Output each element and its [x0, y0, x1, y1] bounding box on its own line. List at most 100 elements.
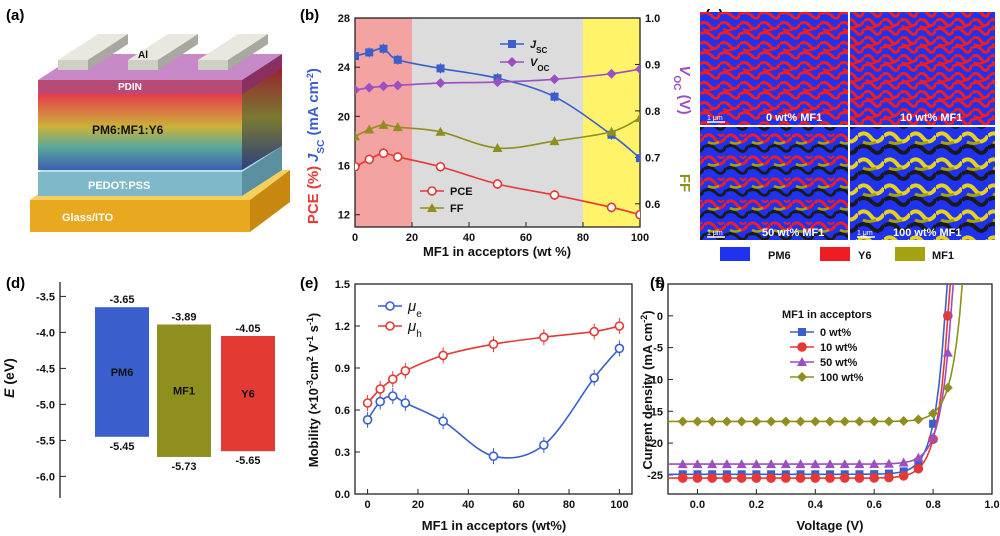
panel-b-point-1-3 [392, 80, 403, 91]
panel-e-point-1-8 [614, 321, 625, 331]
panel-d-bars: -3.65 -5.45 PM6 -3.89 -5.73 MF1 -4.05 -5.65 Y6 [95, 294, 275, 473]
panel-e-point-0-5 [488, 451, 499, 462]
panel-f-point-1-5 [707, 473, 717, 483]
panel-b-point-1-1 [364, 82, 375, 93]
panel-f-point-2-50 [839, 459, 850, 469]
afm-tile-label-50: 50 wt% MF1 [762, 227, 824, 239]
panel-f-point-1-45 [825, 473, 835, 483]
panel-e-point-1-0 [362, 398, 373, 408]
panel-d-ytick-label-4: -5.5 [36, 435, 55, 447]
panel-f-curve-0 [668, 284, 949, 476]
panel-b-ytick-left-label-2: 20 [338, 111, 350, 123]
panel-f-ytick-label-5: -20 [647, 438, 663, 450]
panel-b-point-0-1 [365, 48, 374, 57]
panel-b-legend-bottom: PCE FF [420, 186, 473, 215]
panel-d-ytick-label-1: -4.0 [36, 327, 55, 339]
panel-b-point-2-5 [492, 179, 503, 189]
panel-f-point-2-5 [707, 459, 718, 469]
panel-f-point-2-85 [942, 347, 953, 357]
layer-al: Al [138, 50, 148, 61]
panel-e-xtick-label-0: 0 [365, 499, 371, 511]
energy-homo-label-Y6: -5.65 [235, 455, 260, 467]
panel-b-xlabel: MF1 in acceptors (wt %) [423, 244, 571, 259]
energy-bar-PM6 [95, 307, 149, 437]
panel-e-xtick-label-2: 40 [462, 499, 474, 511]
panel-b-point-1-4 [435, 78, 446, 89]
panel-b-ytick-right-label-0: 0.6 [645, 199, 660, 211]
panel-f-point-3-55 [854, 416, 865, 427]
panel-b-xtick-label-0: 0 [352, 232, 358, 244]
panel-f-point-1-40 [810, 473, 821, 483]
panel-f-point-2-20 [751, 459, 762, 469]
layer-pdin: PDIN [118, 82, 142, 93]
energy-lumo-label-Y6: -4.05 [235, 323, 260, 335]
panel-f-point-3-80 [928, 408, 939, 419]
panel-e-ytick-label-1: 0.3 [335, 447, 350, 459]
panel-f-point-0-80 [929, 419, 938, 428]
panel-c: (c) 0 wt% MF1 10 wt% MF1 50 wt% MF1 100 … [700, 7, 995, 262]
panel-f-point-3-60 [869, 416, 880, 427]
panel-e-point-0-6 [539, 440, 549, 450]
panel-a-label: (a) [6, 7, 24, 24]
legend-voc: VOC [530, 57, 550, 73]
panel-e-point-1-5 [488, 339, 499, 350]
panel-b-point-1-7 [606, 68, 617, 79]
panel-f-point-3-20 [751, 416, 762, 427]
afm-tile-label-0: 0 wt% MF1 [766, 112, 822, 124]
panel-e-ylabel: Mobility (×10-3cm2 V-1 s-1) [305, 313, 321, 467]
panel-e: (e) 0 20 40 60 80 100 0.0 0.3 0.6 0.9 1.2 1.5 MF1 i… [300, 275, 633, 533]
layer-glass-ito: Glass/ITO [62, 212, 114, 224]
panel-b-ylabel-voc: VOC (V) [672, 65, 694, 114]
panel-e-point-1-1 [375, 384, 385, 394]
panel-b-point-3-5 [492, 143, 503, 153]
panel-b-point-3-0 [355, 131, 360, 141]
panel-e-xtick-label-1: 20 [412, 499, 424, 511]
energy-bar-name-Y6: Y6 [241, 389, 254, 401]
panel-b-label: (b) [300, 7, 319, 24]
panel-b-ytick-right-label-2: 0.8 [645, 106, 660, 118]
panel-f-point-2-60 [869, 459, 880, 469]
panel-f-curve-1 [668, 284, 952, 479]
panel-e-ytick-label-3: 0.9 [335, 363, 350, 375]
panel-f-ytick-label-2: -5 [653, 343, 663, 355]
panel-b-point-1-0 [355, 84, 360, 95]
panel-f-point-1-55 [854, 473, 865, 483]
panel-f-curve-3 [668, 284, 964, 423]
panel-f-point-2-35 [795, 459, 806, 469]
afm-legend-pm6-swatch [720, 247, 750, 261]
panel-f-xlabel: Voltage (V) [797, 518, 864, 533]
active-side [242, 66, 282, 170]
panel-b-point-3-6 [549, 136, 560, 146]
panel-b-frame [354, 17, 641, 228]
panel-f-legend-marker-1 [797, 342, 807, 352]
panel-f-point-1-30 [781, 473, 791, 483]
panel-b-ytick-right-label-3: 0.9 [645, 59, 660, 71]
panel-f-legend-label-3: 100 wt% [820, 372, 864, 384]
panel-d-ylabel: E (eV) [1, 358, 17, 398]
panel-f-ytick-label-6: -25 [647, 470, 663, 482]
panel-f-point-1-10 [722, 473, 732, 483]
energy-homo-label-MF1: -5.73 [171, 461, 196, 473]
panel-e-point-1-4 [438, 350, 448, 361]
scalebar-label-50: 1 μm [707, 230, 723, 237]
panel-e-xtick-label-3: 60 [513, 499, 525, 511]
energy-bar-name-MF1: MF1 [173, 386, 195, 398]
panel-b-point-2-4 [435, 161, 446, 172]
panel-f-legend-marker-3 [797, 372, 807, 382]
panel-d: (d) -3.5 -4.0 -4.5 -5.0 -5.5 -6.0 -3.65 -5.45 P… [1, 275, 275, 498]
panel-e-point-0-7 [589, 372, 600, 383]
panel-e-xtick-label-4: 80 [563, 499, 575, 511]
panel-f-point-3-70 [898, 415, 909, 426]
panel-e-point-0-4 [438, 416, 448, 427]
panel-b-xtick-label-2: 40 [463, 232, 475, 244]
panel-f-xtick-label-5: 1.0 [984, 499, 999, 511]
panel-b-point-0-2 [379, 44, 388, 53]
panel-e-point-0-3 [400, 398, 411, 408]
panel-f-point-2-75 [913, 452, 924, 462]
panel-f-point-2-30 [780, 459, 791, 469]
panel-f-point-1-75 [913, 463, 924, 474]
panel-f-point-2-55 [854, 459, 865, 469]
al-electrodes [58, 34, 268, 70]
panel-b-ytick-left-label-3: 24 [338, 62, 351, 74]
panel-b-point-2-1 [364, 154, 375, 165]
